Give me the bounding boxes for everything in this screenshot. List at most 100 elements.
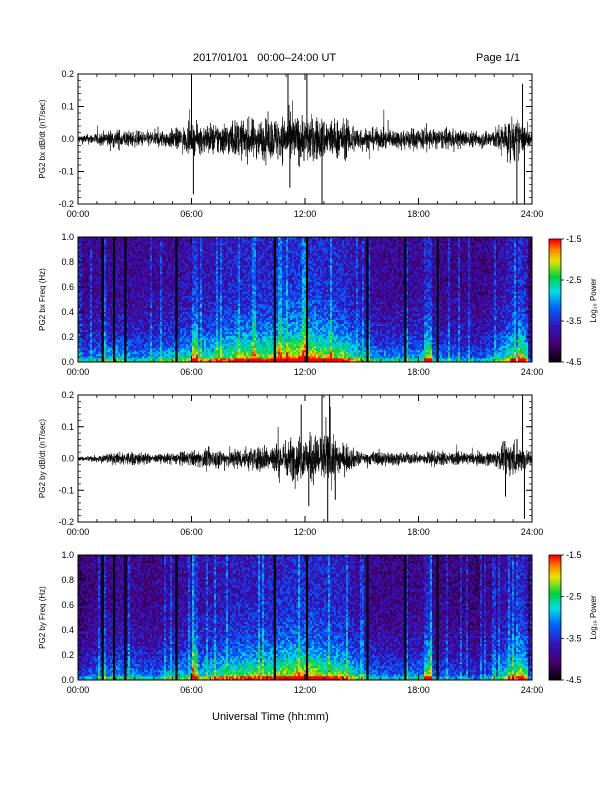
- spectrogram-cell: [172, 295, 175, 298]
- spectrogram-cell: [174, 293, 177, 296]
- spectrogram-cell: [158, 357, 161, 361]
- spectrogram-cell: [142, 307, 145, 310]
- spectrogram-cell: [210, 345, 213, 349]
- spectrogram-cell: [226, 245, 229, 248]
- spectrogram-cell: [110, 247, 113, 250]
- spectrogram-cell: [126, 261, 129, 264]
- spectrogram-cell: [96, 307, 99, 310]
- spectrogram-cell: [180, 253, 183, 256]
- spectrogram-cell: [110, 357, 113, 361]
- spectrogram-cell: [140, 275, 143, 278]
- spectrogram-cell: [78, 359, 81, 363]
- spectrogram-cell: [162, 281, 165, 284]
- spectrogram-cell: [150, 303, 153, 306]
- spectrogram-cell: [150, 277, 153, 280]
- spectrogram-cell: [86, 251, 89, 254]
- spectrogram-cell: [184, 243, 187, 246]
- spectrogram-cell: [130, 291, 133, 294]
- spectrogram-cell: [166, 255, 169, 258]
- spectrogram-cell: [178, 291, 181, 294]
- spectrogram-cell: [212, 353, 215, 357]
- spectrogram-cell: [228, 295, 231, 298]
- spectrogram-cell: [148, 265, 151, 268]
- spectrogram-cell: [160, 291, 163, 294]
- spectrogram-cell: [172, 239, 175, 242]
- spectrogram-cell: [208, 293, 211, 296]
- spectrogram-cell: [190, 345, 193, 349]
- spectrogram-cell: [230, 243, 233, 246]
- spectrogram-cell: [142, 295, 145, 298]
- spectrogram-cell: [130, 323, 133, 327]
- spectrogram-cell: [142, 357, 145, 361]
- spectrogram-cell: [140, 291, 143, 294]
- spectrogram-cell: [202, 267, 205, 270]
- spectrogram-cell: [208, 263, 211, 266]
- spectrogram-cell: [222, 277, 225, 280]
- spectrogram-cell: [148, 323, 151, 327]
- spectrogram-cell: [228, 273, 231, 276]
- spectrogram-cell: [208, 351, 211, 355]
- spectrogram-cell: [134, 299, 137, 302]
- spectrogram-cell: [166, 341, 169, 345]
- spectrogram-cell: [226, 315, 229, 318]
- spectrogram-cell: [120, 267, 123, 270]
- spectrogram-cell: [140, 237, 143, 240]
- spectrogram-cell: [224, 329, 227, 333]
- spectrogram-cell: [140, 261, 143, 264]
- spectrogram-cell: [178, 323, 181, 327]
- spectrogram-cell: [136, 337, 139, 341]
- spectrogram-cell: [190, 329, 193, 333]
- spectrogram-cell: [122, 289, 125, 292]
- spectrogram-cell: [230, 331, 233, 335]
- spectrogram-cell: [212, 247, 215, 250]
- spectrogram-cell: [142, 303, 145, 306]
- spectrogram-cell: [212, 265, 215, 268]
- spectrogram-cell: [174, 333, 177, 337]
- spectrogram-cell: [150, 269, 153, 272]
- spectrogram-cell: [132, 295, 135, 298]
- spectrogram-cell: [136, 245, 139, 248]
- spectrogram-cell: [110, 281, 113, 284]
- spectrogram-cell: [174, 279, 177, 282]
- spectrogram-cell: [84, 263, 87, 266]
- x-tick-label: 12:00: [294, 209, 317, 219]
- spectrogram-cell: [188, 243, 191, 246]
- spectrogram-cell: [92, 293, 95, 296]
- spectrogram-cell: [192, 357, 195, 361]
- spectrogram-cell: [166, 309, 169, 312]
- spectrogram-cell: [164, 277, 167, 280]
- spectrogram-cell: [216, 271, 219, 274]
- spectrogram-cell: [232, 251, 235, 254]
- spectrogram-cell: [108, 273, 111, 276]
- spectrogram-cell: [122, 313, 125, 316]
- spectrogram-cell: [172, 237, 175, 240]
- spectrogram-cell: [172, 349, 175, 353]
- spectrogram-cell: [220, 271, 223, 274]
- spectrogram-cell: [178, 237, 181, 240]
- spectrogram-cell: [216, 291, 219, 294]
- spectrogram-cell: [180, 241, 183, 244]
- spectrogram-cell: [134, 281, 137, 284]
- spectrogram-cell: [156, 325, 159, 329]
- spectrogram-cell: [220, 263, 223, 266]
- spectrogram-cell: [164, 353, 167, 357]
- spectrogram-cell: [198, 267, 201, 270]
- spectrogram-cell: [228, 341, 231, 345]
- spectrogram-cell: [154, 351, 157, 355]
- spectrogram-cell: [140, 247, 143, 250]
- spectrogram-cell: [166, 283, 169, 286]
- spectrogram-cell: [230, 339, 233, 343]
- spectrogram-cell: [128, 319, 131, 322]
- spectrogram-cell: [228, 241, 231, 244]
- spectrogram-cell: [114, 281, 117, 284]
- spectrogram-cell: [86, 263, 89, 266]
- spectrogram-cell: [202, 275, 205, 278]
- spectrogram-cell: [222, 241, 225, 244]
- spectrogram-cell: [122, 243, 125, 246]
- spectrogram-cell: [140, 301, 143, 304]
- spectrogram-cell: [114, 309, 117, 312]
- spectrogram-cell: [148, 241, 151, 244]
- spectrogram-cell: [212, 267, 215, 270]
- spectrogram-cell: [158, 325, 161, 329]
- spectrogram-cell: [180, 295, 183, 298]
